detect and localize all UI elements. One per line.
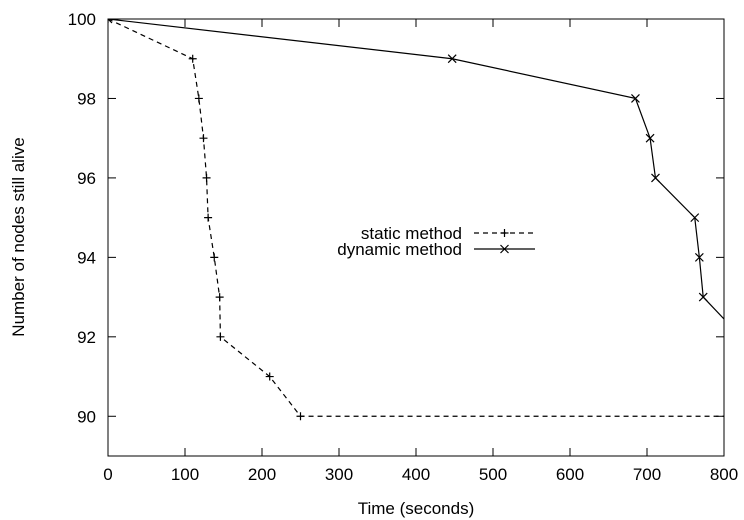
data-point-static-method (194, 94, 203, 103)
legend-marker-dynamic-method (500, 244, 509, 254)
data-point-static-method (216, 332, 225, 341)
y-tick-label: 98 (77, 89, 96, 108)
series-line-dynamic-method (108, 19, 724, 320)
data-point-dynamic-method (690, 213, 700, 223)
x-tick-label: 300 (325, 465, 353, 484)
x-tick-label: 400 (402, 465, 430, 484)
series-lines (108, 19, 724, 421)
data-point-dynamic-method (645, 133, 655, 143)
legend-label-static-method: static method (361, 224, 462, 243)
data-point-dynamic-method (694, 252, 704, 262)
data-point-dynamic-method (631, 94, 640, 103)
series-line-static-method (108, 19, 724, 417)
data-point-static-method (199, 134, 208, 143)
y-axis-title: Number of nodes still alive (9, 137, 28, 336)
x-tick-label: 800 (710, 465, 738, 484)
x-tick-label: 200 (248, 465, 276, 484)
data-point-dynamic-method (108, 19, 113, 24)
data-point-dynamic-method (447, 54, 457, 64)
legend-marker-static-method (500, 229, 509, 237)
x-axis-title: Time (seconds) (358, 499, 475, 518)
data-point-static-method (204, 213, 213, 222)
data-point-dynamic-method (698, 292, 708, 302)
y-tick-label: 90 (77, 407, 96, 426)
x-tick-label: 500 (479, 465, 507, 484)
x-axis: 0 100 200 300 400 500 600 700 800 (103, 19, 738, 484)
series-dynamic-method (108, 19, 724, 320)
x-tick-label: 700 (633, 465, 661, 484)
y-tick-label: 96 (77, 169, 96, 188)
legend-label-dynamic-method: dynamic method (337, 240, 462, 259)
data-point-static-method (265, 372, 274, 381)
y-axis: 90 92 94 96 98 100 (68, 10, 724, 426)
data-point-static-method (210, 253, 219, 262)
data-point-static-method (202, 173, 211, 182)
y-tick-label: 94 (77, 248, 96, 267)
y-tick-label: 100 (68, 10, 96, 29)
data-point-dynamic-method (651, 173, 660, 183)
series-static-method (108, 19, 724, 421)
x-tick-label: 0 (103, 465, 112, 484)
x-tick-label: 600 (556, 465, 584, 484)
data-point-static-method (188, 54, 197, 63)
data-point-static-method (215, 293, 224, 302)
x-tick-label: 100 (171, 465, 199, 484)
y-tick-label: 92 (77, 328, 96, 347)
data-point-static-method (296, 412, 305, 421)
